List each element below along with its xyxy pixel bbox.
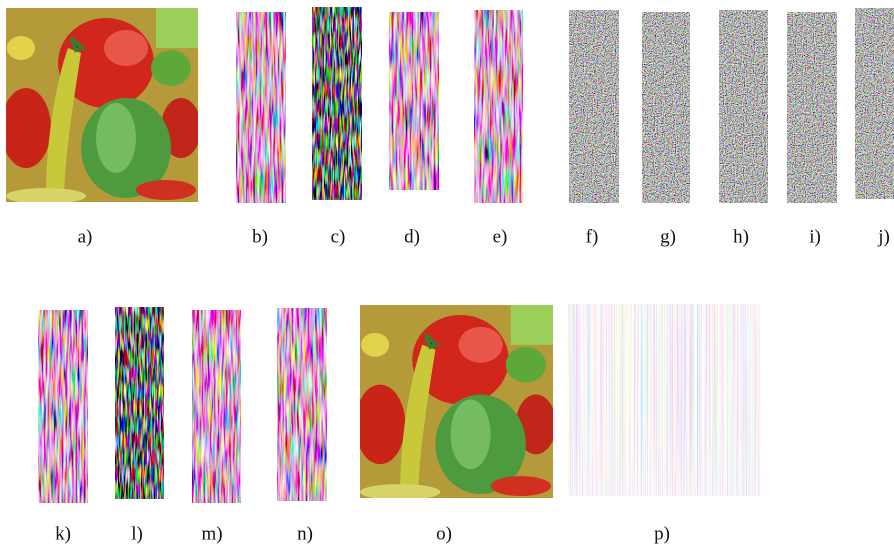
panel-label: m) bbox=[201, 523, 222, 544]
image-panel bbox=[192, 310, 241, 503]
panel-label: k) bbox=[55, 523, 71, 544]
image-panel bbox=[236, 12, 286, 203]
image-panel bbox=[855, 8, 894, 199]
image-panel bbox=[787, 12, 837, 203]
panel-label: l) bbox=[131, 523, 143, 544]
image-panel bbox=[474, 10, 523, 203]
panel-label: o) bbox=[436, 523, 452, 544]
panel-label: g) bbox=[660, 226, 676, 247]
image-panel bbox=[277, 308, 327, 501]
panel-label: n) bbox=[297, 523, 313, 544]
panel-label: h) bbox=[733, 226, 749, 247]
panel-label: f) bbox=[586, 226, 599, 247]
image-panel bbox=[38, 310, 88, 503]
figure: a) b) c) d) e) f) g) h) i) j) k) l) m) n) o) p) bbox=[0, 0, 894, 549]
panel-label: e) bbox=[493, 226, 508, 247]
panel-label: b) bbox=[252, 226, 268, 247]
image-panel bbox=[389, 12, 439, 190]
image-panel bbox=[312, 7, 362, 200]
panel-label: d) bbox=[404, 226, 420, 247]
panel-label: a) bbox=[78, 226, 93, 247]
panel-label: j) bbox=[877, 226, 890, 247]
image-panel bbox=[115, 307, 164, 499]
image-panel bbox=[1, 8, 201, 204]
panel-label: i) bbox=[809, 226, 821, 247]
image-panel bbox=[355, 305, 556, 500]
image-panel bbox=[642, 12, 690, 203]
panel-label: c) bbox=[331, 226, 346, 247]
panel-label: p) bbox=[654, 523, 670, 544]
image-panel bbox=[568, 304, 760, 496]
image-panel bbox=[719, 10, 768, 203]
image-panel bbox=[569, 10, 619, 203]
